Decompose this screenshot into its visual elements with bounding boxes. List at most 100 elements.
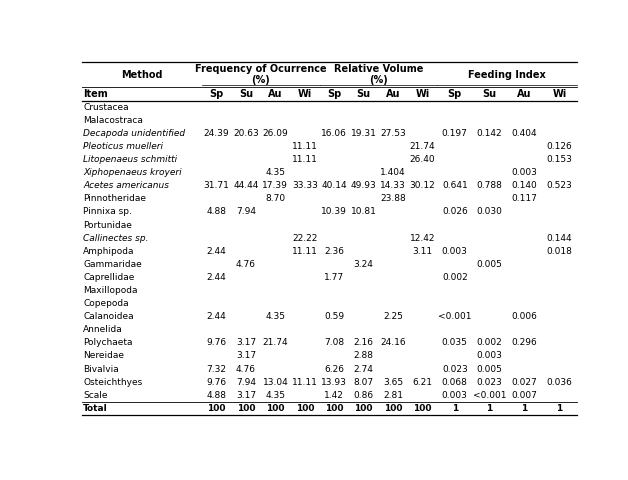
Text: 0.140: 0.140	[512, 181, 538, 190]
Text: 2.25: 2.25	[383, 312, 403, 321]
Text: 8.70: 8.70	[265, 194, 285, 204]
Text: 13.93: 13.93	[322, 378, 347, 387]
Text: 3.17: 3.17	[236, 391, 256, 400]
Text: 2.36: 2.36	[324, 247, 344, 256]
Text: 7.94: 7.94	[236, 378, 256, 387]
Text: 4.35: 4.35	[266, 168, 285, 177]
Text: 14.33: 14.33	[381, 181, 406, 190]
Text: 1: 1	[556, 404, 563, 413]
Text: 2.16: 2.16	[354, 338, 374, 348]
Text: 24.16: 24.16	[381, 338, 406, 348]
Text: 100: 100	[384, 404, 403, 413]
Text: Portunidae: Portunidae	[83, 221, 132, 229]
Text: 0.003: 0.003	[442, 391, 468, 400]
Text: Osteichthyes: Osteichthyes	[83, 378, 143, 387]
Text: 9.76: 9.76	[207, 338, 227, 348]
Text: 0.59: 0.59	[324, 312, 344, 321]
Text: 16.06: 16.06	[322, 129, 347, 138]
Text: Wi: Wi	[298, 89, 312, 99]
Text: Pinnotheridae: Pinnotheridae	[83, 194, 146, 204]
Text: Au: Au	[386, 89, 401, 99]
Text: 100: 100	[325, 404, 344, 413]
Text: 1.404: 1.404	[381, 168, 406, 177]
Text: 11.11: 11.11	[292, 142, 318, 151]
Text: 12.42: 12.42	[410, 234, 435, 243]
Text: 0.006: 0.006	[512, 312, 538, 321]
Text: 0.018: 0.018	[546, 247, 572, 256]
Text: 2.74: 2.74	[354, 365, 374, 373]
Text: 20.63: 20.63	[233, 129, 259, 138]
Text: 6.21: 6.21	[413, 378, 433, 387]
Text: Litopenaeus schmitti: Litopenaeus schmitti	[83, 155, 177, 164]
Text: 100: 100	[296, 404, 314, 413]
Text: 0.003: 0.003	[442, 247, 468, 256]
Text: Sp: Sp	[327, 89, 342, 99]
Text: 3.17: 3.17	[236, 351, 256, 360]
Text: 1: 1	[452, 404, 458, 413]
Text: 49.93: 49.93	[351, 181, 377, 190]
Text: 2.81: 2.81	[383, 391, 403, 400]
Text: 21.74: 21.74	[263, 338, 288, 348]
Text: 0.035: 0.035	[442, 338, 468, 348]
Text: Au: Au	[517, 89, 532, 99]
Text: 4.35: 4.35	[266, 312, 285, 321]
Text: Polychaeta: Polychaeta	[83, 338, 133, 348]
Text: 0.144: 0.144	[546, 234, 572, 243]
Text: Annelida: Annelida	[83, 325, 123, 334]
Text: Copepoda: Copepoda	[83, 299, 129, 308]
Text: 0.023: 0.023	[442, 365, 468, 373]
Text: 0.153: 0.153	[546, 155, 572, 164]
Text: 24.39: 24.39	[203, 129, 229, 138]
Text: 26.40: 26.40	[410, 155, 435, 164]
Text: Wi: Wi	[416, 89, 430, 99]
Text: Relative Volume
(%): Relative Volume (%)	[333, 64, 423, 85]
Text: <0.001: <0.001	[473, 391, 506, 400]
Text: 0.007: 0.007	[512, 391, 538, 400]
Text: 0.030: 0.030	[477, 207, 502, 216]
Text: Item: Item	[83, 89, 108, 99]
Text: 11.11: 11.11	[292, 155, 318, 164]
Text: 4.88: 4.88	[207, 207, 227, 216]
Text: 0.126: 0.126	[546, 142, 572, 151]
Text: 4.35: 4.35	[266, 391, 285, 400]
Text: 1: 1	[521, 404, 528, 413]
Text: 40.14: 40.14	[322, 181, 347, 190]
Text: 0.641: 0.641	[442, 181, 468, 190]
Text: Pinnixa sp.: Pinnixa sp.	[83, 207, 132, 216]
Text: 100: 100	[413, 404, 432, 413]
Text: 2.44: 2.44	[207, 312, 226, 321]
Text: 2.88: 2.88	[354, 351, 374, 360]
Text: Sp: Sp	[209, 89, 224, 99]
Text: 0.142: 0.142	[477, 129, 502, 138]
Text: 3.24: 3.24	[354, 260, 374, 269]
Text: Feeding Index: Feeding Index	[468, 70, 546, 80]
Text: Amphipoda: Amphipoda	[83, 247, 134, 256]
Text: 0.005: 0.005	[477, 260, 502, 269]
Text: 0.003: 0.003	[512, 168, 538, 177]
Text: 2.44: 2.44	[207, 247, 226, 256]
Text: 0.404: 0.404	[512, 129, 538, 138]
Text: 9.76: 9.76	[207, 378, 227, 387]
Text: 44.44: 44.44	[233, 181, 259, 190]
Text: 0.86: 0.86	[354, 391, 374, 400]
Text: Su: Su	[239, 89, 253, 99]
Text: 3.11: 3.11	[413, 247, 433, 256]
Text: Method: Method	[121, 70, 163, 80]
Text: 7.94: 7.94	[236, 207, 256, 216]
Text: 100: 100	[354, 404, 373, 413]
Text: Acetes americanus: Acetes americanus	[83, 181, 169, 190]
Text: 0.005: 0.005	[477, 365, 502, 373]
Text: Wi: Wi	[552, 89, 566, 99]
Text: 4.88: 4.88	[207, 391, 227, 400]
Text: 13.04: 13.04	[263, 378, 288, 387]
Text: Frequency of Ocurrence
(%): Frequency of Ocurrence (%)	[195, 64, 327, 85]
Text: 1: 1	[487, 404, 493, 413]
Text: 0.036: 0.036	[546, 378, 572, 387]
Text: 27.53: 27.53	[381, 129, 406, 138]
Text: Decapoda unidentified: Decapoda unidentified	[83, 129, 185, 138]
Text: 8.07: 8.07	[354, 378, 374, 387]
Text: Crustacea: Crustacea	[83, 103, 129, 112]
Text: 0.023: 0.023	[477, 378, 502, 387]
Text: Xiphopenaeus kroyeri: Xiphopenaeus kroyeri	[83, 168, 181, 177]
Text: Gammaridae: Gammaridae	[83, 260, 142, 269]
